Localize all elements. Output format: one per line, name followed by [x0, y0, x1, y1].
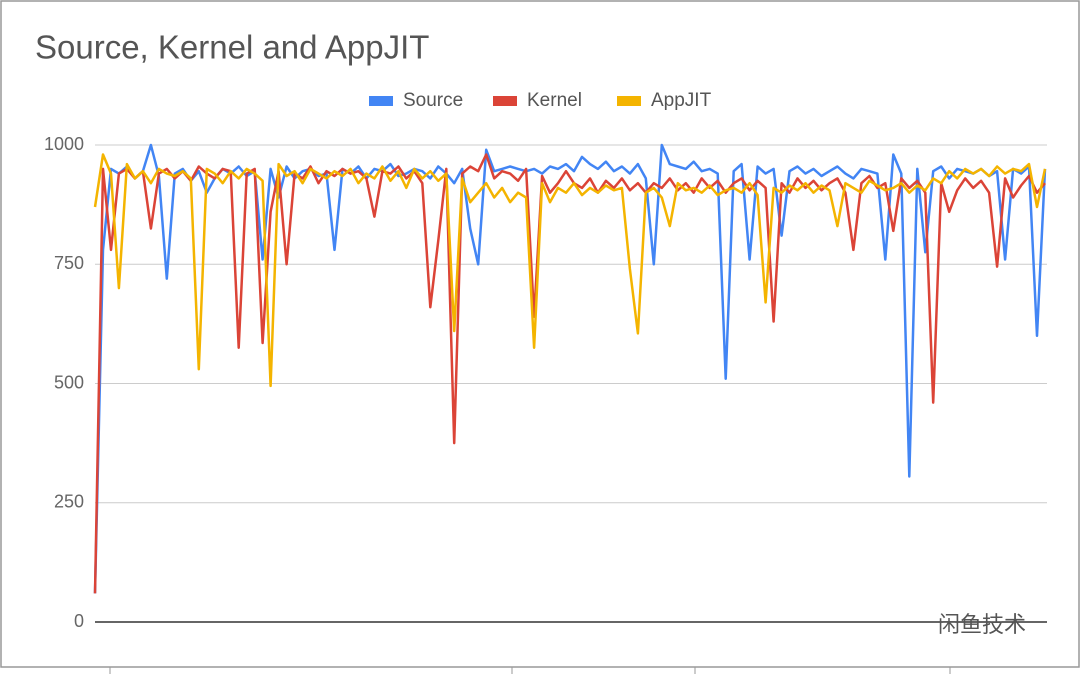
chart-title: Source, Kernel and AppJIT [35, 29, 429, 66]
legend-swatch [493, 96, 517, 106]
y-tick-label: 500 [54, 372, 84, 392]
legend-swatch [369, 96, 393, 106]
y-tick-label: 750 [54, 253, 84, 273]
legend-label: Kernel [527, 90, 582, 111]
legend-swatch [617, 96, 641, 106]
legend-label: AppJIT [651, 90, 712, 111]
watermark: 闲鱼技术 [938, 612, 1026, 637]
legend-label: Source [403, 90, 463, 111]
y-tick-label: 250 [54, 492, 84, 512]
series-line [93, 153, 1047, 388]
y-tick-label: 1000 [44, 134, 84, 154]
y-tick-label: 0 [74, 611, 84, 631]
